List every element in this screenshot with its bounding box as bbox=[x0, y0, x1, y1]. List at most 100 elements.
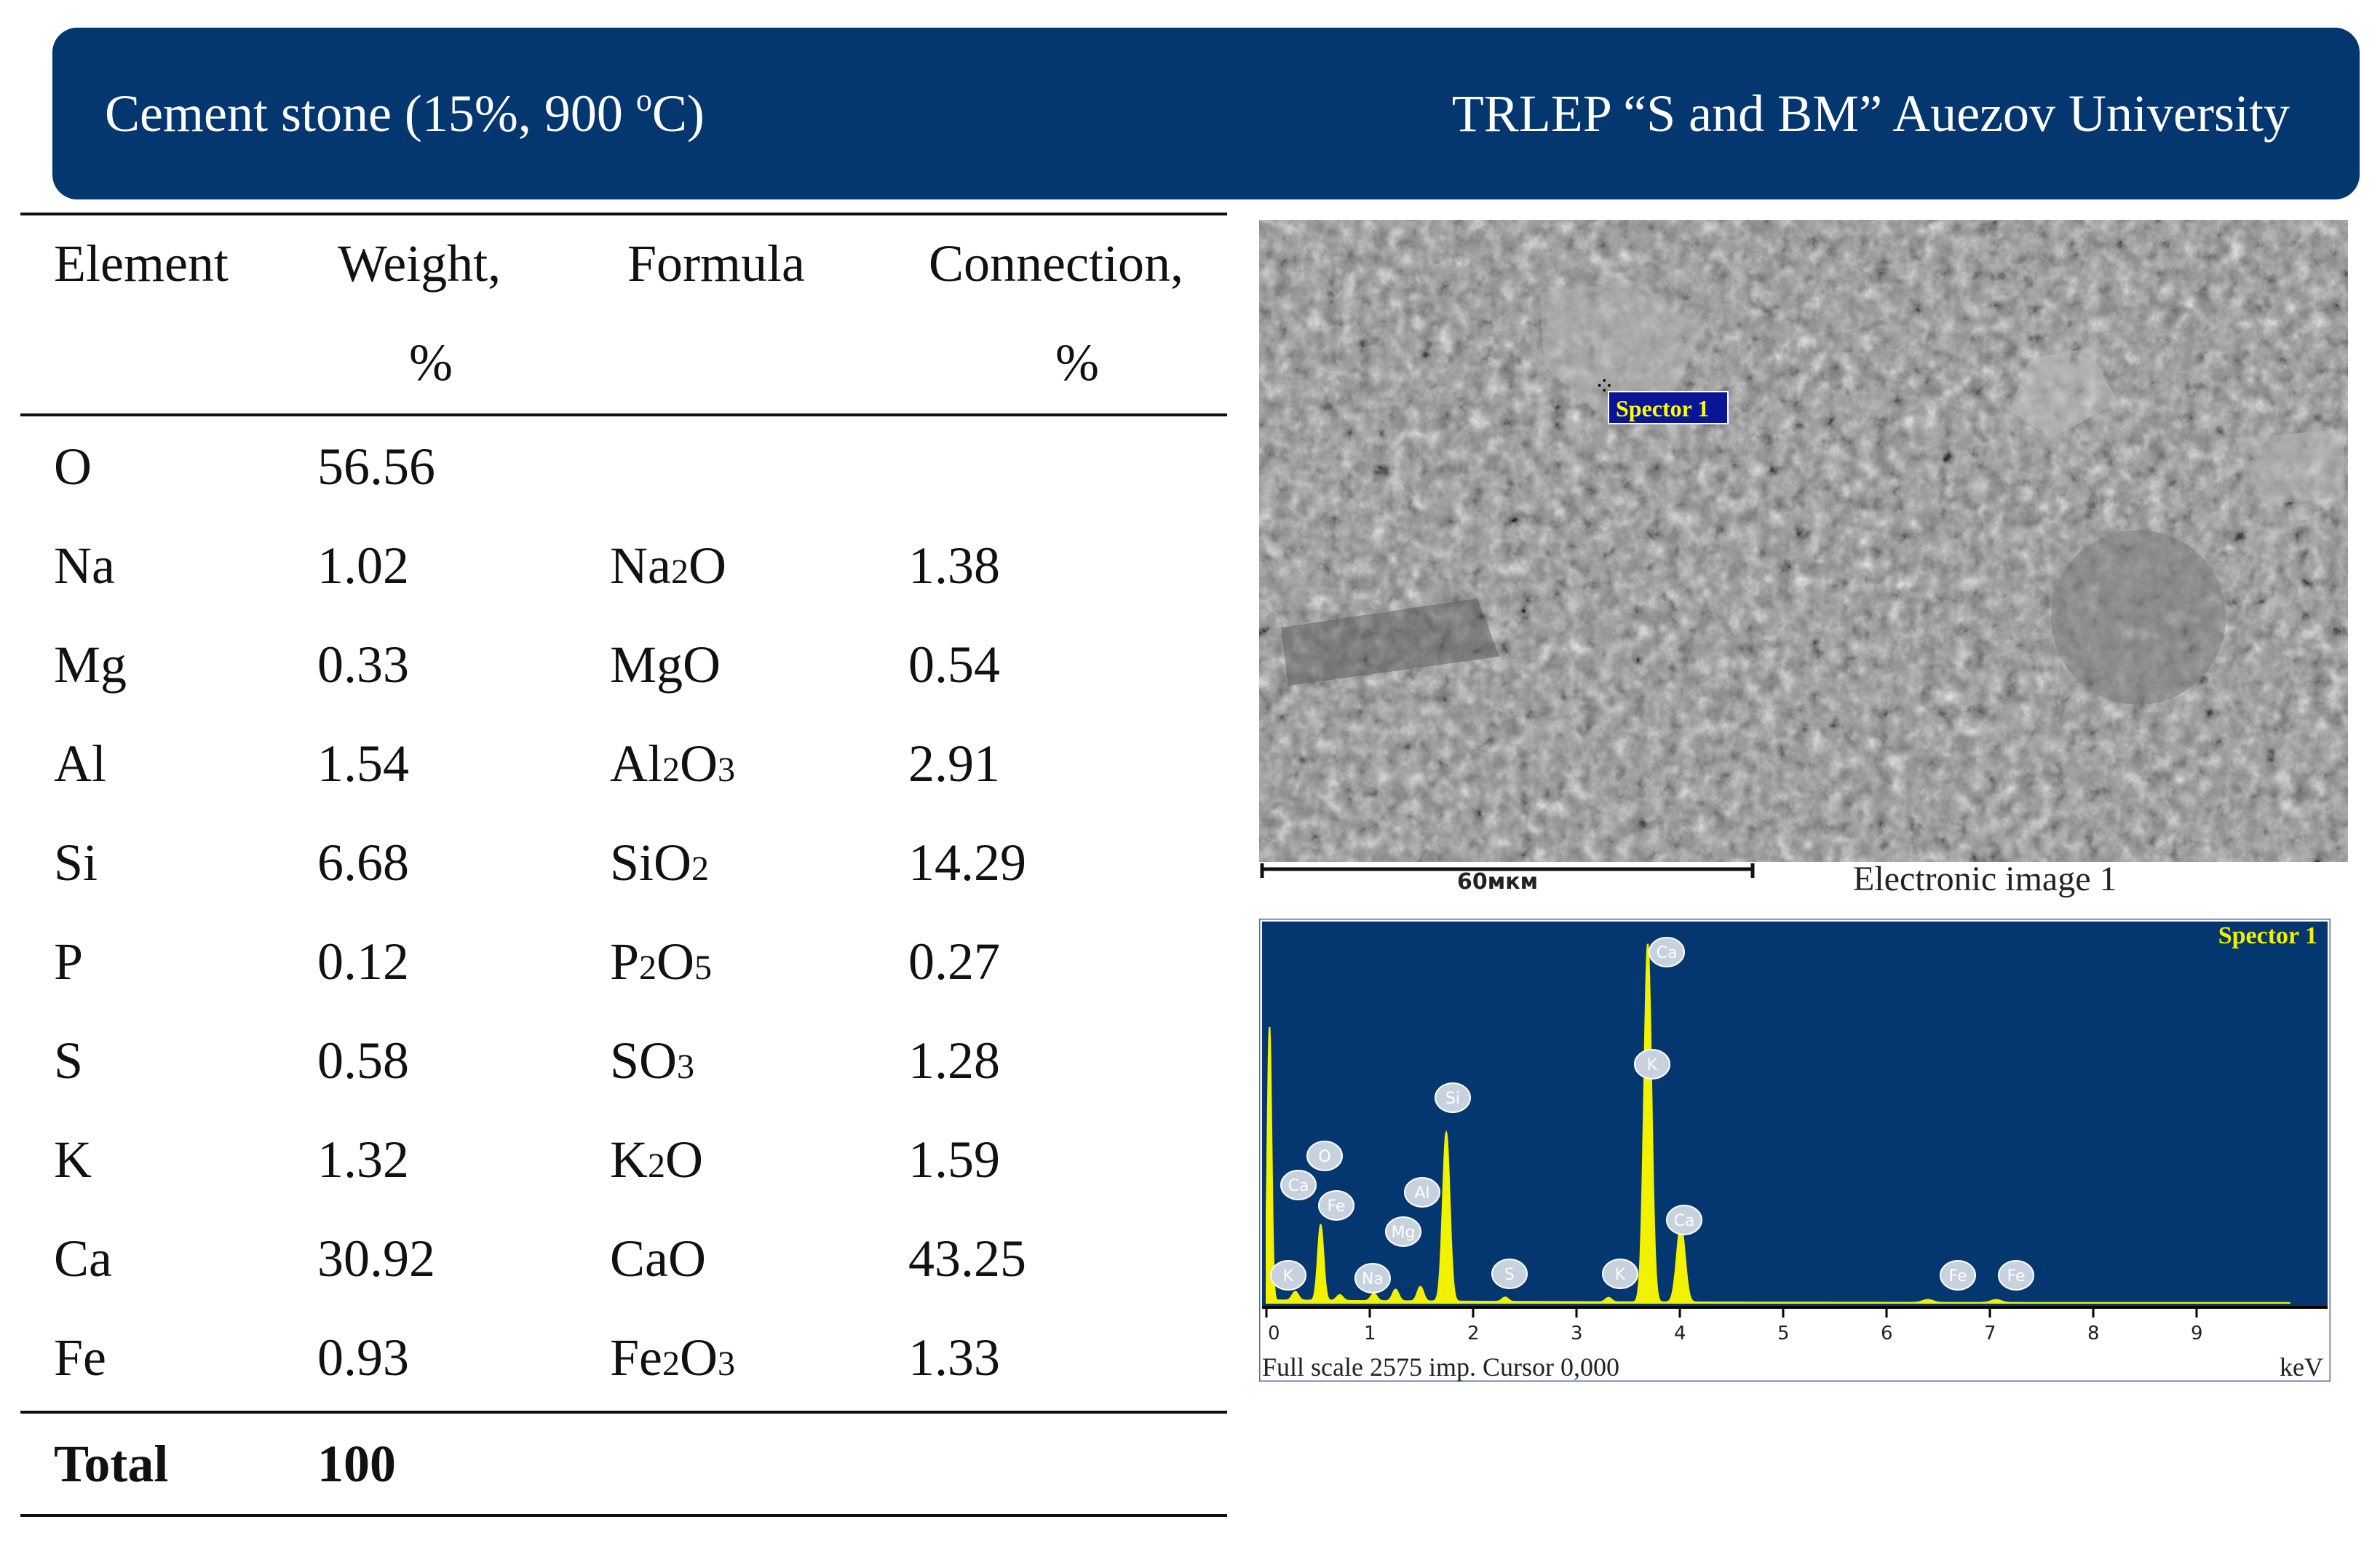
cell-formula: Al2O3 bbox=[610, 734, 735, 794]
formula-text: O bbox=[680, 1328, 718, 1387]
svg-text:K: K bbox=[1647, 1056, 1658, 1074]
cell-weight: 1.54 bbox=[317, 734, 409, 793]
peak-label: Ca bbox=[1666, 1205, 1702, 1235]
cell-formula: SiO2 bbox=[610, 833, 709, 893]
formula-subscript: 2 bbox=[639, 948, 657, 987]
cell-formula: MgO bbox=[610, 635, 721, 695]
svg-text:Mg: Mg bbox=[1392, 1224, 1416, 1242]
cell-weight: 1.32 bbox=[317, 1130, 409, 1189]
cell-weight: 56.56 bbox=[317, 437, 435, 496]
cell-element: Mg bbox=[54, 635, 127, 694]
formula-text: Fe bbox=[610, 1328, 662, 1387]
eds-spectrum: Spector 1 0 1 2 3 4 5 6 7 8 9 K Ca O Fe Na Mg Al Si S K K Ca C… bbox=[1259, 919, 2331, 1382]
cell-formula: SO3 bbox=[610, 1031, 694, 1091]
svg-text:Al: Al bbox=[1414, 1184, 1429, 1203]
x-tick-label: 6 bbox=[1881, 1323, 1893, 1344]
header-weight-unit: % bbox=[409, 333, 453, 392]
peak-label: K bbox=[1270, 1260, 1306, 1291]
formula-subscript: 3 bbox=[718, 1344, 735, 1383]
peak-label: K bbox=[1634, 1049, 1670, 1080]
peak-label: Ca bbox=[1280, 1170, 1317, 1200]
cell-connection: 0.27 bbox=[908, 932, 1000, 991]
formula-text: K bbox=[610, 1130, 648, 1189]
svg-text:Na: Na bbox=[1362, 1270, 1384, 1288]
formula-subscript: 2 bbox=[691, 849, 710, 888]
table-top-rule bbox=[20, 213, 1227, 215]
svg-text:K: K bbox=[1615, 1266, 1626, 1284]
scale-bar bbox=[1260, 863, 1755, 878]
sem-crystal bbox=[1539, 281, 1703, 411]
svg-text:O: O bbox=[1318, 1148, 1330, 1166]
peak-label: Si bbox=[1435, 1082, 1471, 1113]
sem-spectrum-label-box bbox=[1608, 391, 1729, 424]
cell-connection: 14.29 bbox=[908, 833, 1026, 892]
formula-text: Al bbox=[610, 734, 662, 793]
header-formula: Formula bbox=[627, 234, 805, 293]
svg-text:Ca: Ca bbox=[1657, 944, 1678, 962]
x-tick-label: 4 bbox=[1674, 1323, 1686, 1344]
formula-subscript: 2 bbox=[662, 750, 680, 789]
x-tick-label: 2 bbox=[1467, 1323, 1480, 1344]
cell-weight: 0.12 bbox=[317, 932, 409, 991]
formula-subscript: 2 bbox=[648, 1146, 665, 1185]
sem-spectrum-label: Spector 1 bbox=[1616, 395, 1709, 421]
svg-text:Ca: Ca bbox=[1674, 1212, 1695, 1230]
cell-formula: P2O5 bbox=[610, 932, 712, 992]
cell-formula: Fe2O3 bbox=[610, 1328, 735, 1388]
cell-connection: 1.33 bbox=[908, 1328, 1000, 1387]
sem-caption: Electronic image 1 bbox=[1853, 860, 2117, 898]
formula-text: O bbox=[688, 536, 726, 595]
formula-subscript: 2 bbox=[662, 1344, 680, 1383]
formula-text: P bbox=[610, 932, 640, 991]
cell-weight: 0.58 bbox=[317, 1031, 409, 1090]
sem-crystal bbox=[2009, 348, 2118, 438]
peak-label: Fe bbox=[1318, 1190, 1354, 1221]
cell-element: P bbox=[54, 932, 84, 991]
spectrum-unit: keV bbox=[2280, 1352, 2323, 1382]
cell-formula: Na2O bbox=[610, 536, 726, 596]
formula-subscript: 2 bbox=[670, 552, 689, 591]
spectrum-peaks bbox=[1266, 943, 2290, 1304]
figure-title: Cement stone (15%, 900 oC) bbox=[105, 82, 705, 143]
cell-element: Al bbox=[54, 734, 106, 793]
affiliation: TRLEP “S and BM” Auezov University bbox=[1451, 84, 2290, 143]
header-bottom-rule bbox=[20, 413, 1227, 416]
cell-element: Ca bbox=[54, 1229, 112, 1288]
sem-particle bbox=[2051, 530, 2226, 705]
peak-label: S bbox=[1491, 1259, 1528, 1289]
cell-weight: 6.68 bbox=[317, 833, 409, 892]
formula-text: O bbox=[680, 734, 718, 793]
peak-label: Ca bbox=[1649, 937, 1685, 967]
cell-element: K bbox=[54, 1130, 92, 1189]
cell-element: S bbox=[54, 1031, 84, 1090]
peak-label: Fe bbox=[1998, 1260, 2034, 1291]
formula-text: MgO bbox=[610, 635, 721, 694]
header-element: Element bbox=[54, 234, 229, 293]
cell-element: Si bbox=[54, 833, 98, 892]
peak-label: K bbox=[1602, 1259, 1638, 1289]
svg-text:Fe: Fe bbox=[1949, 1267, 1967, 1286]
header-connection: Connection, bbox=[929, 234, 1183, 293]
cell-element: Na bbox=[54, 536, 115, 595]
cell-connection: 1.59 bbox=[908, 1130, 1000, 1189]
sem-crystal bbox=[2234, 429, 2345, 505]
x-tick-label: 1 bbox=[1364, 1323, 1376, 1344]
formula-text: CaO bbox=[610, 1229, 706, 1288]
x-tick-label: 8 bbox=[2087, 1323, 2100, 1344]
formula-subscript: 3 bbox=[718, 750, 735, 789]
sem-fine-texture bbox=[1259, 220, 2348, 862]
table-bottom-rule bbox=[20, 1514, 1227, 1517]
x-tick-label: 0 bbox=[1268, 1323, 1280, 1344]
header-banner: Cement stone (15%, 900 oC) TRLEP “S and … bbox=[52, 28, 2360, 199]
x-tick-label: 9 bbox=[2191, 1323, 2203, 1344]
header-weight: Weight, bbox=[338, 234, 501, 293]
formula-subscript: 3 bbox=[677, 1047, 695, 1086]
svg-text:Fe: Fe bbox=[1328, 1197, 1346, 1216]
scale-bar-label: 60мкм bbox=[1457, 869, 1539, 895]
spectrum-plot-area bbox=[1262, 922, 2328, 1307]
formula-text: O bbox=[665, 1130, 703, 1189]
svg-text:Fe: Fe bbox=[2007, 1267, 2026, 1286]
spectrum-footer: Full scale 2575 imp. Cursor 0,000 bbox=[1262, 1352, 1619, 1382]
total-top-rule bbox=[20, 1411, 1227, 1414]
peak-label: Fe bbox=[1940, 1260, 1976, 1291]
